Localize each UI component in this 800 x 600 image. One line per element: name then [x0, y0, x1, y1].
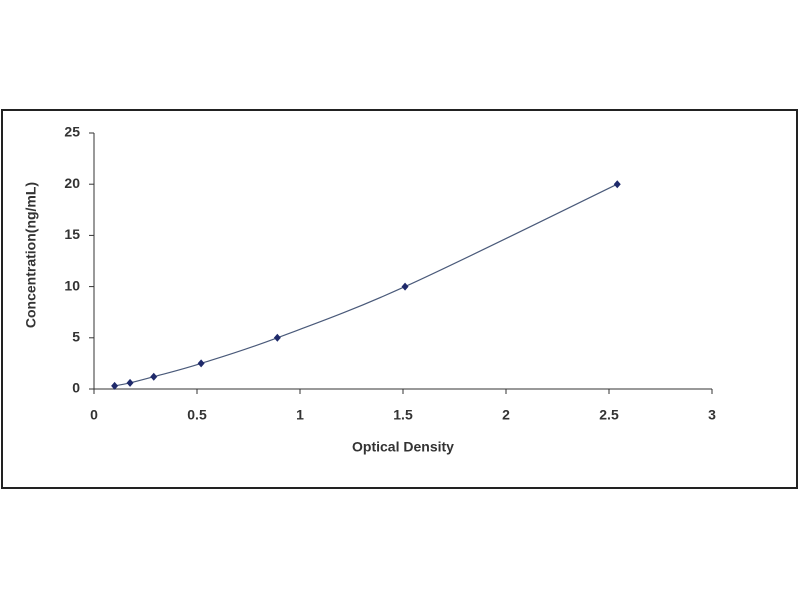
- x-tick-label: 1.5: [393, 407, 413, 423]
- y-tick-label: 10: [64, 277, 80, 293]
- chart-frame: [1, 109, 798, 489]
- data-point: [401, 282, 409, 291]
- y-tick-label: 0: [72, 380, 80, 396]
- data-point: [126, 378, 134, 387]
- x-tick-label: 2.5: [599, 407, 619, 423]
- data-point: [273, 333, 281, 342]
- x-tick-label: 0: [90, 407, 98, 423]
- data-point: [150, 372, 158, 381]
- x-tick-label: 2: [502, 407, 510, 423]
- data-point: [197, 359, 205, 368]
- x-tick-label: 3: [708, 407, 716, 423]
- data-point: [111, 381, 119, 390]
- x-axis-label: Optical Density: [352, 439, 454, 455]
- y-tick-label: 25: [64, 124, 80, 140]
- data-point: [613, 180, 621, 189]
- y-tick-label: 15: [64, 226, 80, 242]
- y-axis-label: Concentration(ng/mL): [23, 182, 39, 328]
- x-tick-label: 1: [296, 407, 304, 423]
- x-tick-label: 0.5: [187, 407, 207, 423]
- y-tick-label: 20: [64, 175, 80, 191]
- y-tick-label: 5: [72, 329, 80, 345]
